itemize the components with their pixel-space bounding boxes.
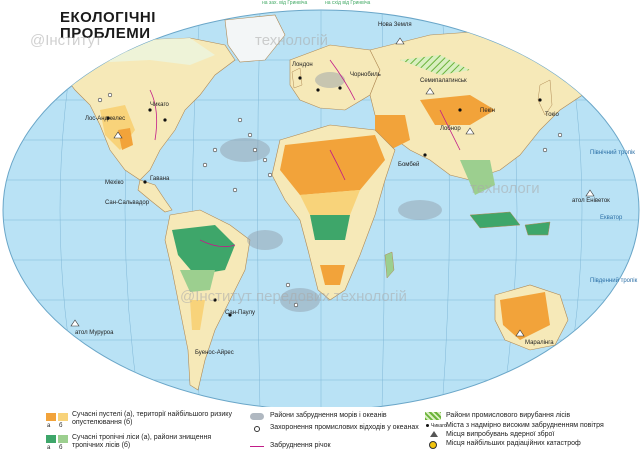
legend-dumping-text: Захоронення промислових відходів у океан… xyxy=(270,424,419,431)
europe xyxy=(289,44,381,111)
legend-logging-text: Райони промислового вирубання лісів xyxy=(446,412,571,419)
greenland xyxy=(224,14,286,63)
legend-swatch-deforest xyxy=(58,435,68,443)
legend-desert-text: Сучасні пустелі (а), території найбільшо… xyxy=(72,411,232,426)
map-title: ЕКОЛОГІЧНІ ПРОБЛЕМИ xyxy=(60,10,156,42)
legend-city-text: Міста з надмірно високим забрудненням по… xyxy=(446,422,604,429)
dumping-sites xyxy=(97,92,563,308)
polluted-rivers xyxy=(149,59,461,248)
madagascar xyxy=(384,251,395,279)
legend-a-1: а xyxy=(47,423,51,429)
label-south-tropic: Південний тропік xyxy=(590,278,638,284)
scale-east: на схід від Гринвіча xyxy=(325,0,371,6)
label-chernobyl: Чорнобиль xyxy=(350,72,381,78)
legend: а б Сучасні пустелі (а), території найбі… xyxy=(0,407,642,456)
label-north-tropic: Північний тропік xyxy=(590,150,635,156)
label-mururoa: атол Муруроа xyxy=(75,330,114,336)
sea-pollution xyxy=(220,72,442,312)
label-san-salvador: Сан-Сальвадор xyxy=(105,200,150,206)
label-nova-zemlya: Нова Земля xyxy=(378,22,412,28)
label-sao-paulo: Сан-Паулу xyxy=(225,310,255,316)
label-chicago: Чикаго xyxy=(150,102,169,108)
legend-b-1: б xyxy=(59,423,63,429)
watermark-3: @Інститут передових технологій xyxy=(180,288,407,305)
legend-swatch-city xyxy=(426,424,429,427)
label-eniwetok: атол Еніветок xyxy=(572,198,610,204)
label-los-angeles: Лос-Анджелес xyxy=(85,116,126,122)
label-tokyo: Токіо xyxy=(545,112,559,118)
legend-city-example: Чикаго xyxy=(431,423,447,429)
nuclear-tests xyxy=(70,37,595,337)
label-beijing: Пекін xyxy=(480,108,495,114)
legend-sea-pollution-text: Райони забруднення морів і океанів xyxy=(270,412,387,419)
legend-swatch-desert xyxy=(46,413,56,421)
label-buenos-aires: Буенос-Айрес xyxy=(195,350,234,356)
legend-radiation-text: Місця найбільших радіаційних катастроф xyxy=(446,440,581,447)
radiation-icon xyxy=(429,441,437,449)
label-bombay: Бомбей xyxy=(398,162,420,168)
title-line-2: ПРОБЛЕМИ xyxy=(60,25,151,42)
label-london: Лондон xyxy=(292,62,313,68)
scale-west: на зах. від Гринвіча xyxy=(262,0,308,6)
legend-b-2: б xyxy=(59,445,63,451)
legend-swatch-sea-pollution xyxy=(250,413,264,420)
legend-swatch-dumping xyxy=(254,426,260,432)
watermark-2: технологій xyxy=(255,32,328,49)
label-semipalatinsk: Семипалатинськ xyxy=(420,78,467,84)
legend-forest-text: Сучасні тропічні ліси (а), райони знищен… xyxy=(72,434,212,449)
legend-a-2: а xyxy=(47,445,51,451)
central-america xyxy=(137,179,173,213)
legend-swatch-forest xyxy=(46,435,56,443)
legend-river-text: Забруднення річок xyxy=(270,442,331,449)
legend-swatch-desert-risk xyxy=(58,413,68,421)
label-equator: Екватор xyxy=(600,215,623,221)
legend-swatch-logging xyxy=(425,412,441,420)
watermark-4: технологи xyxy=(470,180,540,197)
label-maralinga: Маралінга xyxy=(525,340,554,346)
legend-swatch-river xyxy=(250,446,264,447)
label-mexico: Мехіко xyxy=(105,180,124,186)
watermark-1: @Інститут xyxy=(30,32,102,49)
polluted-cities xyxy=(106,76,542,317)
label-havana: Гавана xyxy=(150,176,170,182)
label-lop-nor: Лобнор xyxy=(440,126,461,132)
nuclear-test-icon xyxy=(430,431,438,437)
title-line-1: ЕКОЛОГІЧНІ xyxy=(60,9,156,26)
legend-nuclear-text: Місця випробувань ядерної зброї xyxy=(446,431,555,438)
